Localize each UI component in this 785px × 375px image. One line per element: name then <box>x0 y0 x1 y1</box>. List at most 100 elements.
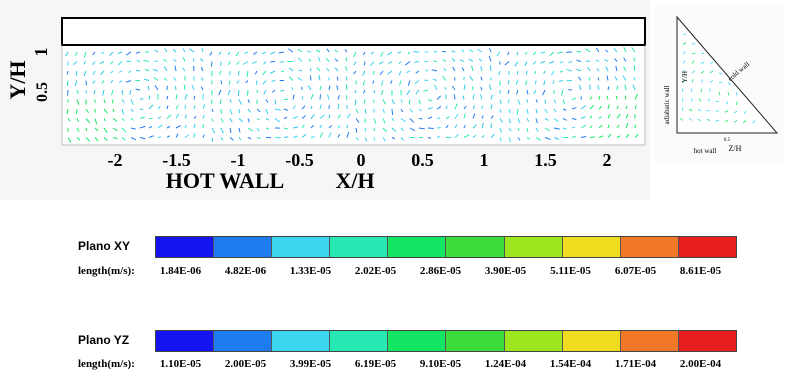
velocity-vector <box>292 105 296 110</box>
velocity-vector <box>369 61 375 67</box>
velocity-vector <box>121 108 124 115</box>
velocity-vector <box>372 80 375 84</box>
velocity-vector <box>632 84 636 91</box>
velocity-vector <box>490 133 495 138</box>
velocity-vector <box>390 80 393 84</box>
x-tick-label: -2 <box>108 150 123 170</box>
colorbar-segment <box>504 331 563 351</box>
velocity-vector <box>175 104 179 110</box>
velocity-vector <box>76 127 80 132</box>
velocity-vector <box>353 61 357 66</box>
velocity-vector <box>192 58 195 62</box>
velocity-vector <box>598 95 601 100</box>
velocity-vector <box>328 125 333 129</box>
velocity-vector <box>193 133 196 138</box>
inset-hot-wall-label: hot wall <box>694 147 717 155</box>
velocity-vector <box>110 70 114 74</box>
velocity-vector <box>182 67 186 72</box>
velocity-vector <box>562 99 566 105</box>
velocity-vector <box>532 51 537 56</box>
velocity-vector <box>66 70 69 75</box>
velocity-vector <box>76 89 79 95</box>
velocity-vector <box>624 95 627 100</box>
velocity-vector <box>596 68 600 72</box>
velocity-vector <box>355 137 359 141</box>
velocity-vector <box>616 124 620 129</box>
x-tick-label: 1 <box>480 150 489 170</box>
velocity-vector <box>525 70 528 75</box>
velocity-vector <box>373 118 377 124</box>
velocity-vector <box>76 99 80 105</box>
inset-velocity-vector <box>697 108 702 112</box>
velocity-vector <box>459 59 465 62</box>
velocity-vector <box>101 51 105 55</box>
colorbar-tick-label: 1.24E-04 <box>484 358 527 370</box>
velocity-vector <box>481 122 484 129</box>
velocity-vector <box>354 99 357 106</box>
velocity-vector <box>218 51 222 55</box>
velocity-vector <box>166 105 169 110</box>
velocity-vector <box>488 55 492 62</box>
velocity-vector <box>237 70 240 76</box>
velocity-vector <box>580 124 587 129</box>
velocity-vector <box>247 127 254 132</box>
velocity-vector <box>202 134 205 138</box>
x-tick-label: -1 <box>231 150 246 170</box>
velocity-vector <box>310 124 314 129</box>
velocity-vector <box>101 80 105 84</box>
velocity-vector <box>481 115 484 119</box>
colorbar-tick-label: 1.33E-05 <box>289 265 332 277</box>
velocity-vector <box>229 127 232 133</box>
velocity-vector <box>463 134 470 138</box>
inset-velocity-vector <box>709 70 714 74</box>
x-tick-label: 0 <box>357 150 366 170</box>
velocity-vector <box>605 49 609 53</box>
inset-velocity-vector <box>698 98 702 102</box>
velocity-vector <box>85 137 91 142</box>
velocity-vector <box>598 135 604 138</box>
yz-plane-inset-plot: cold wall adiabatic wall Y/H hot wall Z/… <box>655 5 783 165</box>
velocity-vector <box>75 70 78 76</box>
velocity-vector <box>92 51 96 56</box>
velocity-vector <box>418 99 421 105</box>
inset-velocity-vector <box>682 97 684 102</box>
velocity-vector <box>291 87 294 91</box>
velocity-vector <box>238 127 241 133</box>
velocity-vector <box>453 94 456 100</box>
velocity-vector <box>436 95 442 100</box>
velocity-vector <box>328 85 331 91</box>
velocity-vector <box>102 89 105 96</box>
velocity-vector <box>278 51 285 54</box>
velocity-vector <box>283 127 289 130</box>
velocity-vector <box>454 124 458 129</box>
inset-velocity-vector <box>682 79 686 83</box>
inset-velocity-vectors <box>680 33 756 124</box>
colorbar-segment <box>678 331 736 351</box>
velocity-vector <box>406 89 411 96</box>
velocity-vector <box>559 70 564 73</box>
velocity-vector <box>534 70 537 75</box>
velocity-vector <box>121 127 127 133</box>
velocity-vector <box>247 108 252 113</box>
velocity-vector <box>94 118 98 125</box>
velocity-vector <box>535 137 542 141</box>
velocity-vector <box>125 80 132 83</box>
velocity-vector <box>431 69 438 72</box>
velocity-vector <box>345 65 348 72</box>
x-tick-label: -1.5 <box>162 150 191 170</box>
velocity-vector <box>220 127 224 134</box>
velocity-vector <box>568 61 573 64</box>
velocity-vector <box>130 127 136 130</box>
inset-velocity-vector <box>691 79 694 83</box>
velocity-vector <box>310 135 316 138</box>
velocity-vector <box>157 124 163 129</box>
velocity-vector <box>325 57 330 62</box>
velocity-vector <box>83 61 87 65</box>
legend-xy-length-label: length(m/s): <box>78 265 135 277</box>
velocity-vector <box>461 67 465 72</box>
velocity-vector <box>605 66 609 72</box>
velocity-vector <box>469 76 474 81</box>
velocity-vector <box>364 108 367 114</box>
velocity-vector <box>559 61 564 64</box>
velocity-vector <box>508 137 512 143</box>
